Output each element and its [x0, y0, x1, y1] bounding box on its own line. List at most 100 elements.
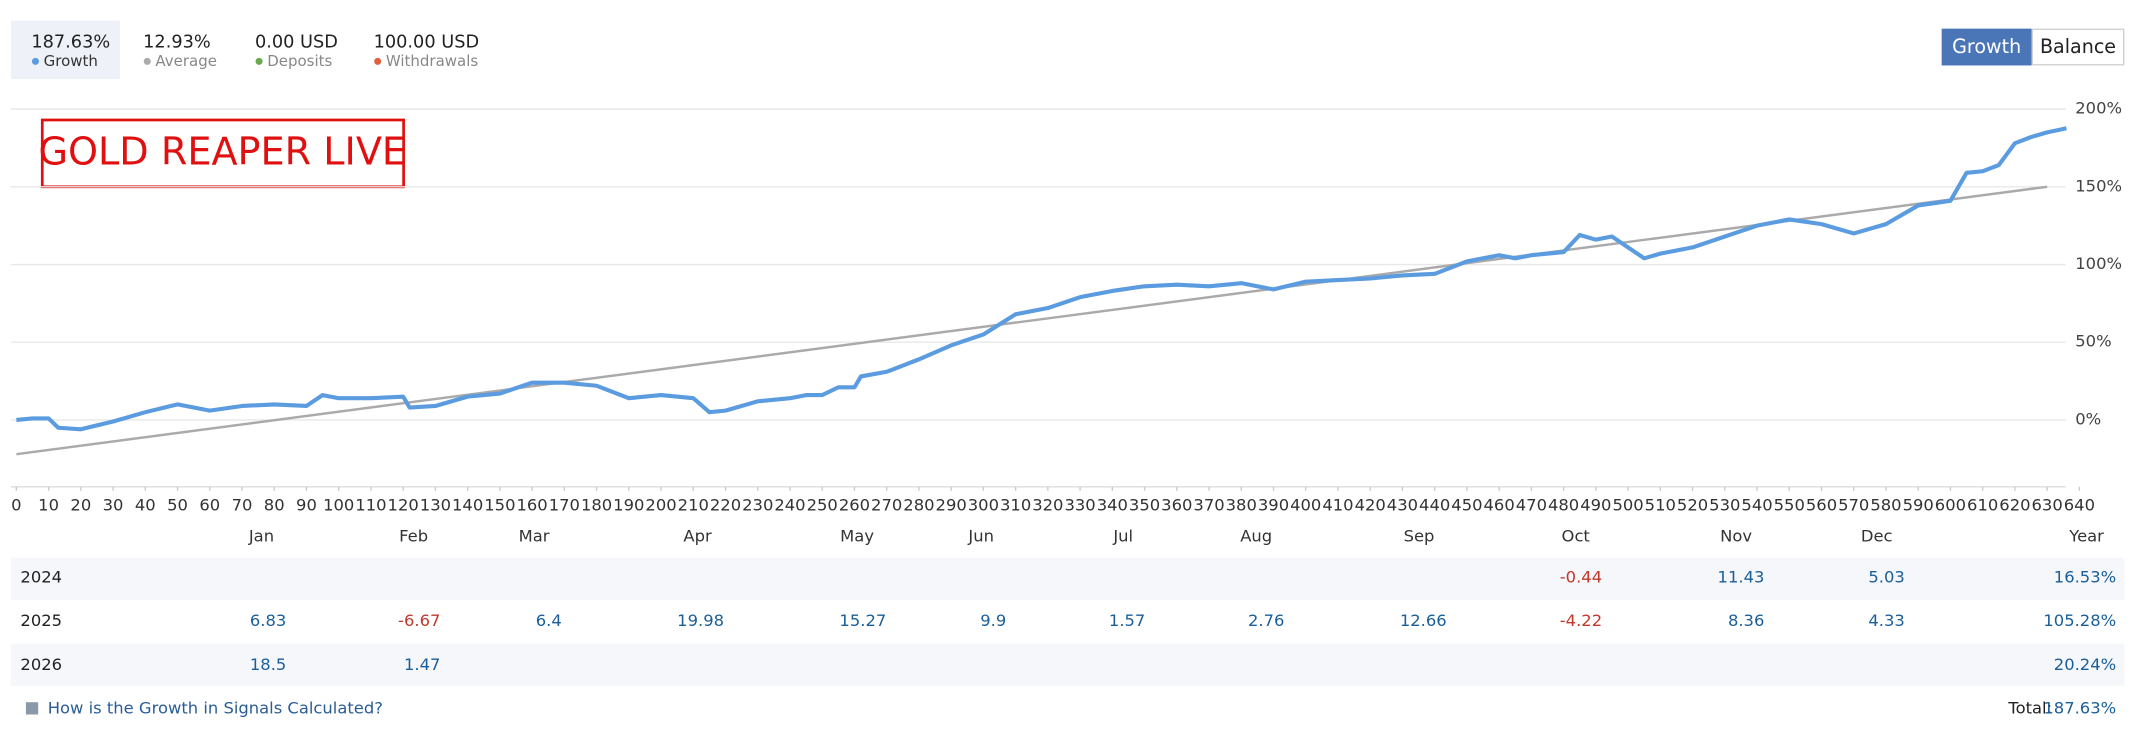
x-tick-label: 480 — [1548, 495, 1579, 514]
stat-dot — [31, 57, 39, 65]
x-tick-label: 150 — [484, 495, 515, 514]
x-tick-label: 140 — [452, 495, 483, 514]
help-link[interactable]: How is the Growth in Signals Calculated? — [48, 699, 383, 718]
series-line — [16, 126, 2067, 432]
x-tick-label: 640 — [2064, 495, 2095, 514]
column-header: Nov — [1720, 527, 1752, 546]
column-header: Apr — [683, 527, 712, 546]
column-header: May — [840, 527, 874, 546]
column-header: Jun — [967, 527, 994, 546]
x-tick-label: 580 — [1870, 495, 1901, 514]
x-tick-label: 170 — [549, 495, 580, 514]
cell: 20.24% — [2054, 655, 2116, 674]
row-bg — [10, 557, 2125, 600]
row-year: 2024 — [20, 568, 62, 587]
x-tick-label: 460 — [1484, 495, 1515, 514]
stat-label: Growth — [44, 52, 98, 70]
cell: -4.22 — [1560, 611, 1602, 630]
stat-label: Deposits — [267, 52, 332, 70]
x-tick-label: 590 — [1903, 495, 1934, 514]
x-tick-label: 600 — [1935, 495, 1966, 514]
x-tick-label: 20 — [70, 495, 91, 514]
cell: 16.53% — [2054, 568, 2116, 587]
x-tick-label: 380 — [1226, 495, 1257, 514]
x-tick-label: 180 — [581, 495, 612, 514]
x-tick-label: 190 — [613, 495, 644, 514]
row-year: 2025 — [20, 611, 62, 630]
column-header: Feb — [399, 527, 428, 546]
column-header: Jan — [248, 527, 274, 546]
cell: 1.47 — [404, 655, 440, 674]
x-tick-label: 490 — [1580, 495, 1611, 514]
x-tick-label: 230 — [742, 495, 773, 514]
x-tick-label: 610 — [1967, 495, 1998, 514]
tab-growth[interactable] — [1941, 28, 2032, 66]
cell: 6.83 — [250, 611, 286, 630]
x-tick-label: 120 — [388, 495, 419, 514]
x-tick-label: 300 — [968, 495, 999, 514]
chart-title: GOLD REAPER LIVE — [38, 131, 406, 175]
x-tick-label: 440 — [1419, 495, 1450, 514]
x-tick-label: 60 — [199, 495, 220, 514]
x-tick-label: 530 — [1709, 495, 1740, 514]
cell: 18.5 — [250, 655, 286, 674]
selected-stat-bg — [10, 20, 120, 80]
y-tick-label: 0% — [2075, 409, 2101, 428]
x-tick-label: 240 — [774, 495, 805, 514]
x-tick-label: 10 — [38, 495, 59, 514]
stat-label: Average — [155, 52, 217, 70]
x-tick-label: 360 — [1161, 495, 1192, 514]
tab-label[interactable]: Balance — [2040, 36, 2116, 58]
x-tick-label: 500 — [1612, 495, 1643, 514]
column-header: Aug — [1240, 527, 1272, 546]
cell: 11.43 — [1718, 568, 1765, 587]
cell: -6.67 — [398, 611, 440, 630]
stat-dot — [143, 57, 151, 65]
x-tick-label: 100 — [323, 495, 354, 514]
y-tick-label: 150% — [2075, 176, 2122, 195]
x-tick-label: 390 — [1258, 495, 1289, 514]
cell: 8.36 — [1728, 611, 1764, 630]
stat-value: 0.00 USD — [255, 32, 338, 52]
stat-value: 100.00 USD — [374, 32, 480, 52]
cell: 12.66 — [1400, 611, 1447, 630]
cell: 19.98 — [677, 611, 724, 630]
column-header: Oct — [1562, 527, 1591, 546]
x-tick-label: 260 — [839, 495, 870, 514]
column-header: Dec — [1861, 527, 1893, 546]
x-tick-label: 510 — [1645, 495, 1676, 514]
x-tick-label: 280 — [903, 495, 934, 514]
x-tick-label: 50 — [167, 495, 188, 514]
x-tick-label: 110 — [355, 495, 386, 514]
stat-label: Withdrawals — [386, 52, 478, 70]
x-tick-label: 0 — [11, 495, 21, 514]
row-year: 2026 — [20, 655, 62, 674]
y-tick-label: 100% — [2075, 254, 2122, 273]
x-tick-label: 430 — [1387, 495, 1418, 514]
x-tick-label: 40 — [135, 495, 156, 514]
x-tick-label: 330 — [1064, 495, 1095, 514]
x-tick-label: 220 — [710, 495, 741, 514]
x-tick-label: 550 — [1774, 495, 1805, 514]
x-tick-label: 160 — [516, 495, 547, 514]
cell: 9.9 — [980, 611, 1006, 630]
column-header: Mar — [519, 527, 550, 546]
x-tick-label: 270 — [871, 495, 902, 514]
stat-dot — [374, 57, 382, 65]
cell: 1.57 — [1109, 611, 1145, 630]
stat-dot — [255, 57, 263, 65]
x-tick-label: 290 — [936, 495, 967, 514]
row-bg — [10, 643, 2125, 686]
x-tick-label: 80 — [264, 495, 285, 514]
x-tick-label: 70 — [232, 495, 253, 514]
tab-label[interactable]: Growth — [1952, 36, 2021, 58]
cell: -0.44 — [1560, 568, 1602, 587]
x-tick-label: 310 — [1000, 495, 1031, 514]
tab-balance[interactable] — [2031, 28, 2125, 66]
stat-value: 12.93% — [143, 32, 211, 52]
x-tick-label: 350 — [1129, 495, 1160, 514]
y-tick-label: 200% — [2075, 99, 2122, 118]
x-tick-label: 30 — [103, 495, 124, 514]
